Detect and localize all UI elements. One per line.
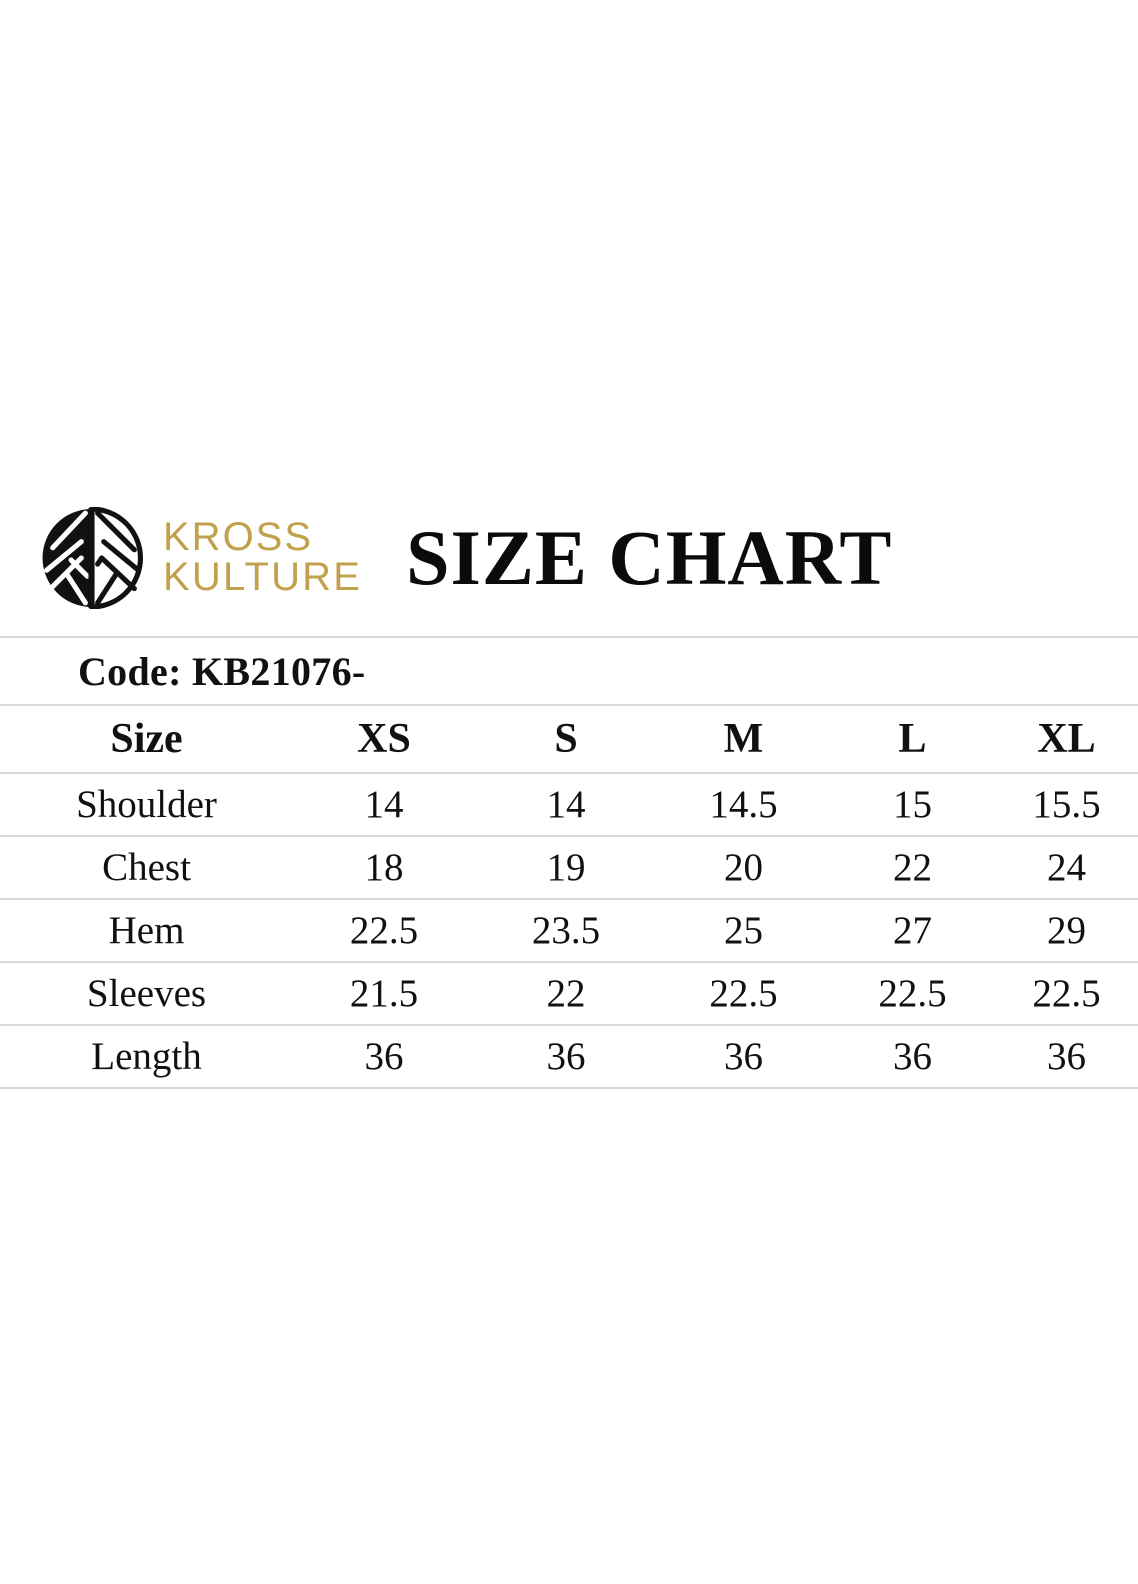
cell-value: 23.5 <box>475 898 657 962</box>
code-row: Code: KB21076- <box>0 636 1138 705</box>
code-label: Code: KB21076- <box>0 636 1138 705</box>
cell-value: 14 <box>475 772 657 836</box>
empty-cell <box>293 1088 475 1147</box>
cell-value: 25 <box>657 898 830 962</box>
cell-value: 19 <box>475 835 657 899</box>
brand-line-2: KULTURE <box>163 554 363 599</box>
cell-value: 36 <box>830 1024 995 1089</box>
table-row: Sleeves 21.5 22 22.5 22.5 22.5 <box>0 961 1138 1025</box>
column-header-l: L <box>830 704 995 773</box>
empty-cell <box>995 1088 1138 1147</box>
table-row: Length 36 36 36 36 36 <box>0 1024 1138 1089</box>
cell-value: 22 <box>830 835 995 899</box>
column-header-m: M <box>657 704 830 773</box>
cell-value: 14 <box>293 772 475 836</box>
page-title: SIZE CHART <box>406 513 893 601</box>
column-header-xs: XS <box>293 704 475 773</box>
column-header-xl: XL <box>995 704 1138 773</box>
empty-cell <box>0 1088 293 1147</box>
size-chart-table: Code: KB21076- Size XS S M L XL Shoulder… <box>0 636 1138 1147</box>
cell-value: 36 <box>657 1024 830 1089</box>
cell-value: 21.5 <box>293 961 475 1025</box>
kross-kulture-logo-icon <box>38 506 145 609</box>
brand-wordmark: KROSS KULTURE <box>163 515 363 599</box>
table-header-row: Size XS S M L XL <box>0 704 1138 773</box>
row-label: Length <box>0 1024 293 1089</box>
cell-value: 22.5 <box>657 961 830 1025</box>
empty-cell <box>657 1088 830 1147</box>
row-label: Chest <box>0 835 293 899</box>
cell-value: 36 <box>475 1024 657 1089</box>
empty-cell <box>475 1088 657 1147</box>
cell-value: 22.5 <box>293 898 475 962</box>
cell-value: 15 <box>830 772 995 836</box>
cell-value: 15.5 <box>995 772 1138 836</box>
cell-value: 22.5 <box>830 961 995 1025</box>
table-row-empty <box>0 1088 1138 1147</box>
cell-value: 18 <box>293 835 475 899</box>
cell-value: 14.5 <box>657 772 830 836</box>
chart-header: KROSS KULTURE SIZE CHART <box>0 480 1138 635</box>
table-row: Shoulder 14 14 14.5 15 15.5 <box>0 772 1138 836</box>
row-label: Shoulder <box>0 772 293 836</box>
cell-value: 20 <box>657 835 830 899</box>
cell-value: 36 <box>293 1024 475 1089</box>
empty-cell <box>830 1088 995 1147</box>
cell-value: 22 <box>475 961 657 1025</box>
cell-value: 36 <box>995 1024 1138 1089</box>
table-row: Chest 18 19 20 22 24 <box>0 835 1138 899</box>
table-row: Hem 22.5 23.5 25 27 29 <box>0 898 1138 962</box>
cell-value: 27 <box>830 898 995 962</box>
row-label: Hem <box>0 898 293 962</box>
brand-line-1: KROSS <box>163 515 314 560</box>
cell-value: 22.5 <box>995 961 1138 1025</box>
column-header-s: S <box>475 704 657 773</box>
row-label: Sleeves <box>0 961 293 1025</box>
cell-value: 29 <box>995 898 1138 962</box>
column-header-size: Size <box>0 704 293 773</box>
cell-value: 24 <box>995 835 1138 899</box>
